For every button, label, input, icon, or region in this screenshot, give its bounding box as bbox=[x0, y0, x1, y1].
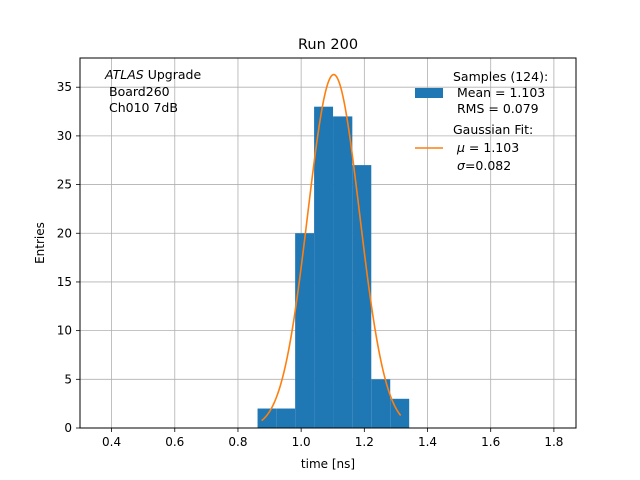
x-tick-label-4: 1.2 bbox=[355, 435, 374, 449]
x-axis-label: time [ns] bbox=[301, 457, 355, 471]
y-tick-label-4: 20 bbox=[57, 226, 72, 240]
legend-mu-value: = 1.103 bbox=[465, 140, 519, 155]
legend-fit-sigma: σ=0.082 bbox=[457, 158, 511, 173]
x-tick-label-7: 1.8 bbox=[544, 435, 563, 449]
annotation-experiment-suffix: Upgrade bbox=[144, 67, 202, 82]
legend-fit-header: Gaussian Fit: bbox=[453, 122, 533, 137]
chart-title: Run 200 bbox=[298, 37, 358, 53]
annotation-line-1: ATLAS Upgrade bbox=[104, 67, 201, 82]
x-tick-label-3: 1.0 bbox=[292, 435, 311, 449]
plot-frame bbox=[79, 57, 577, 429]
y-tick-label-6: 30 bbox=[57, 129, 72, 143]
legend-samples-header: Samples (124): bbox=[453, 69, 548, 84]
y-axis-label: Entries bbox=[33, 222, 47, 264]
histogram-bar-1 bbox=[276, 408, 296, 428]
legend-mu-symbol: μ bbox=[456, 140, 465, 155]
x-axis-ticks: 0.4 0.6 0.8 1.0 1.2 1.4 1.6 1.8 bbox=[102, 428, 563, 449]
legend: Samples (124): Mean = 1.103 RMS = 0.079 … bbox=[415, 69, 548, 173]
annotation-channel: Ch010 7dB bbox=[109, 100, 178, 115]
legend-samples-mean: Mean = 1.103 bbox=[457, 85, 545, 100]
histogram-bars bbox=[257, 106, 410, 429]
x-tick-label-2: 0.8 bbox=[228, 435, 247, 449]
legend-samples-rms: RMS = 0.079 bbox=[457, 101, 539, 116]
y-tick-label-1: 5 bbox=[64, 372, 72, 386]
plot-annotation: ATLAS Upgrade Board260 Ch010 7dB bbox=[104, 67, 201, 115]
histogram-bar-6 bbox=[371, 379, 391, 428]
y-axis-ticks: 0 5 10 15 20 25 30 35 bbox=[57, 80, 80, 435]
annotation-board: Board260 bbox=[109, 84, 170, 99]
histogram-bar-2 bbox=[295, 233, 315, 428]
y-tick-label-2: 10 bbox=[57, 324, 72, 338]
x-tick-label-5: 1.4 bbox=[418, 435, 437, 449]
legend-histogram-swatch bbox=[415, 88, 443, 98]
gaussian-fit-curve bbox=[261, 73, 402, 422]
y-tick-label-5: 25 bbox=[57, 178, 72, 192]
legend-fit-mu: μ = 1.103 bbox=[456, 140, 519, 155]
gaussian-fit-line bbox=[261, 73, 402, 422]
histogram-bar-3 bbox=[314, 106, 334, 429]
legend-sigma-symbol: σ bbox=[457, 158, 466, 173]
y-tick-label-3: 15 bbox=[57, 275, 72, 289]
x-tick-label-0: 0.4 bbox=[102, 435, 121, 449]
x-tick-label-6: 1.6 bbox=[481, 435, 500, 449]
x-tick-label-1: 0.6 bbox=[165, 435, 184, 449]
histogram-bar-5 bbox=[352, 165, 372, 428]
annotation-experiment: ATLAS bbox=[104, 67, 144, 82]
histogram-bar-0 bbox=[257, 408, 277, 428]
y-tick-label-7: 35 bbox=[57, 80, 72, 94]
legend-sigma-value: =0.082 bbox=[465, 158, 511, 173]
y-tick-label-0: 0 bbox=[64, 421, 72, 435]
histogram-bar-4 bbox=[333, 116, 353, 428]
